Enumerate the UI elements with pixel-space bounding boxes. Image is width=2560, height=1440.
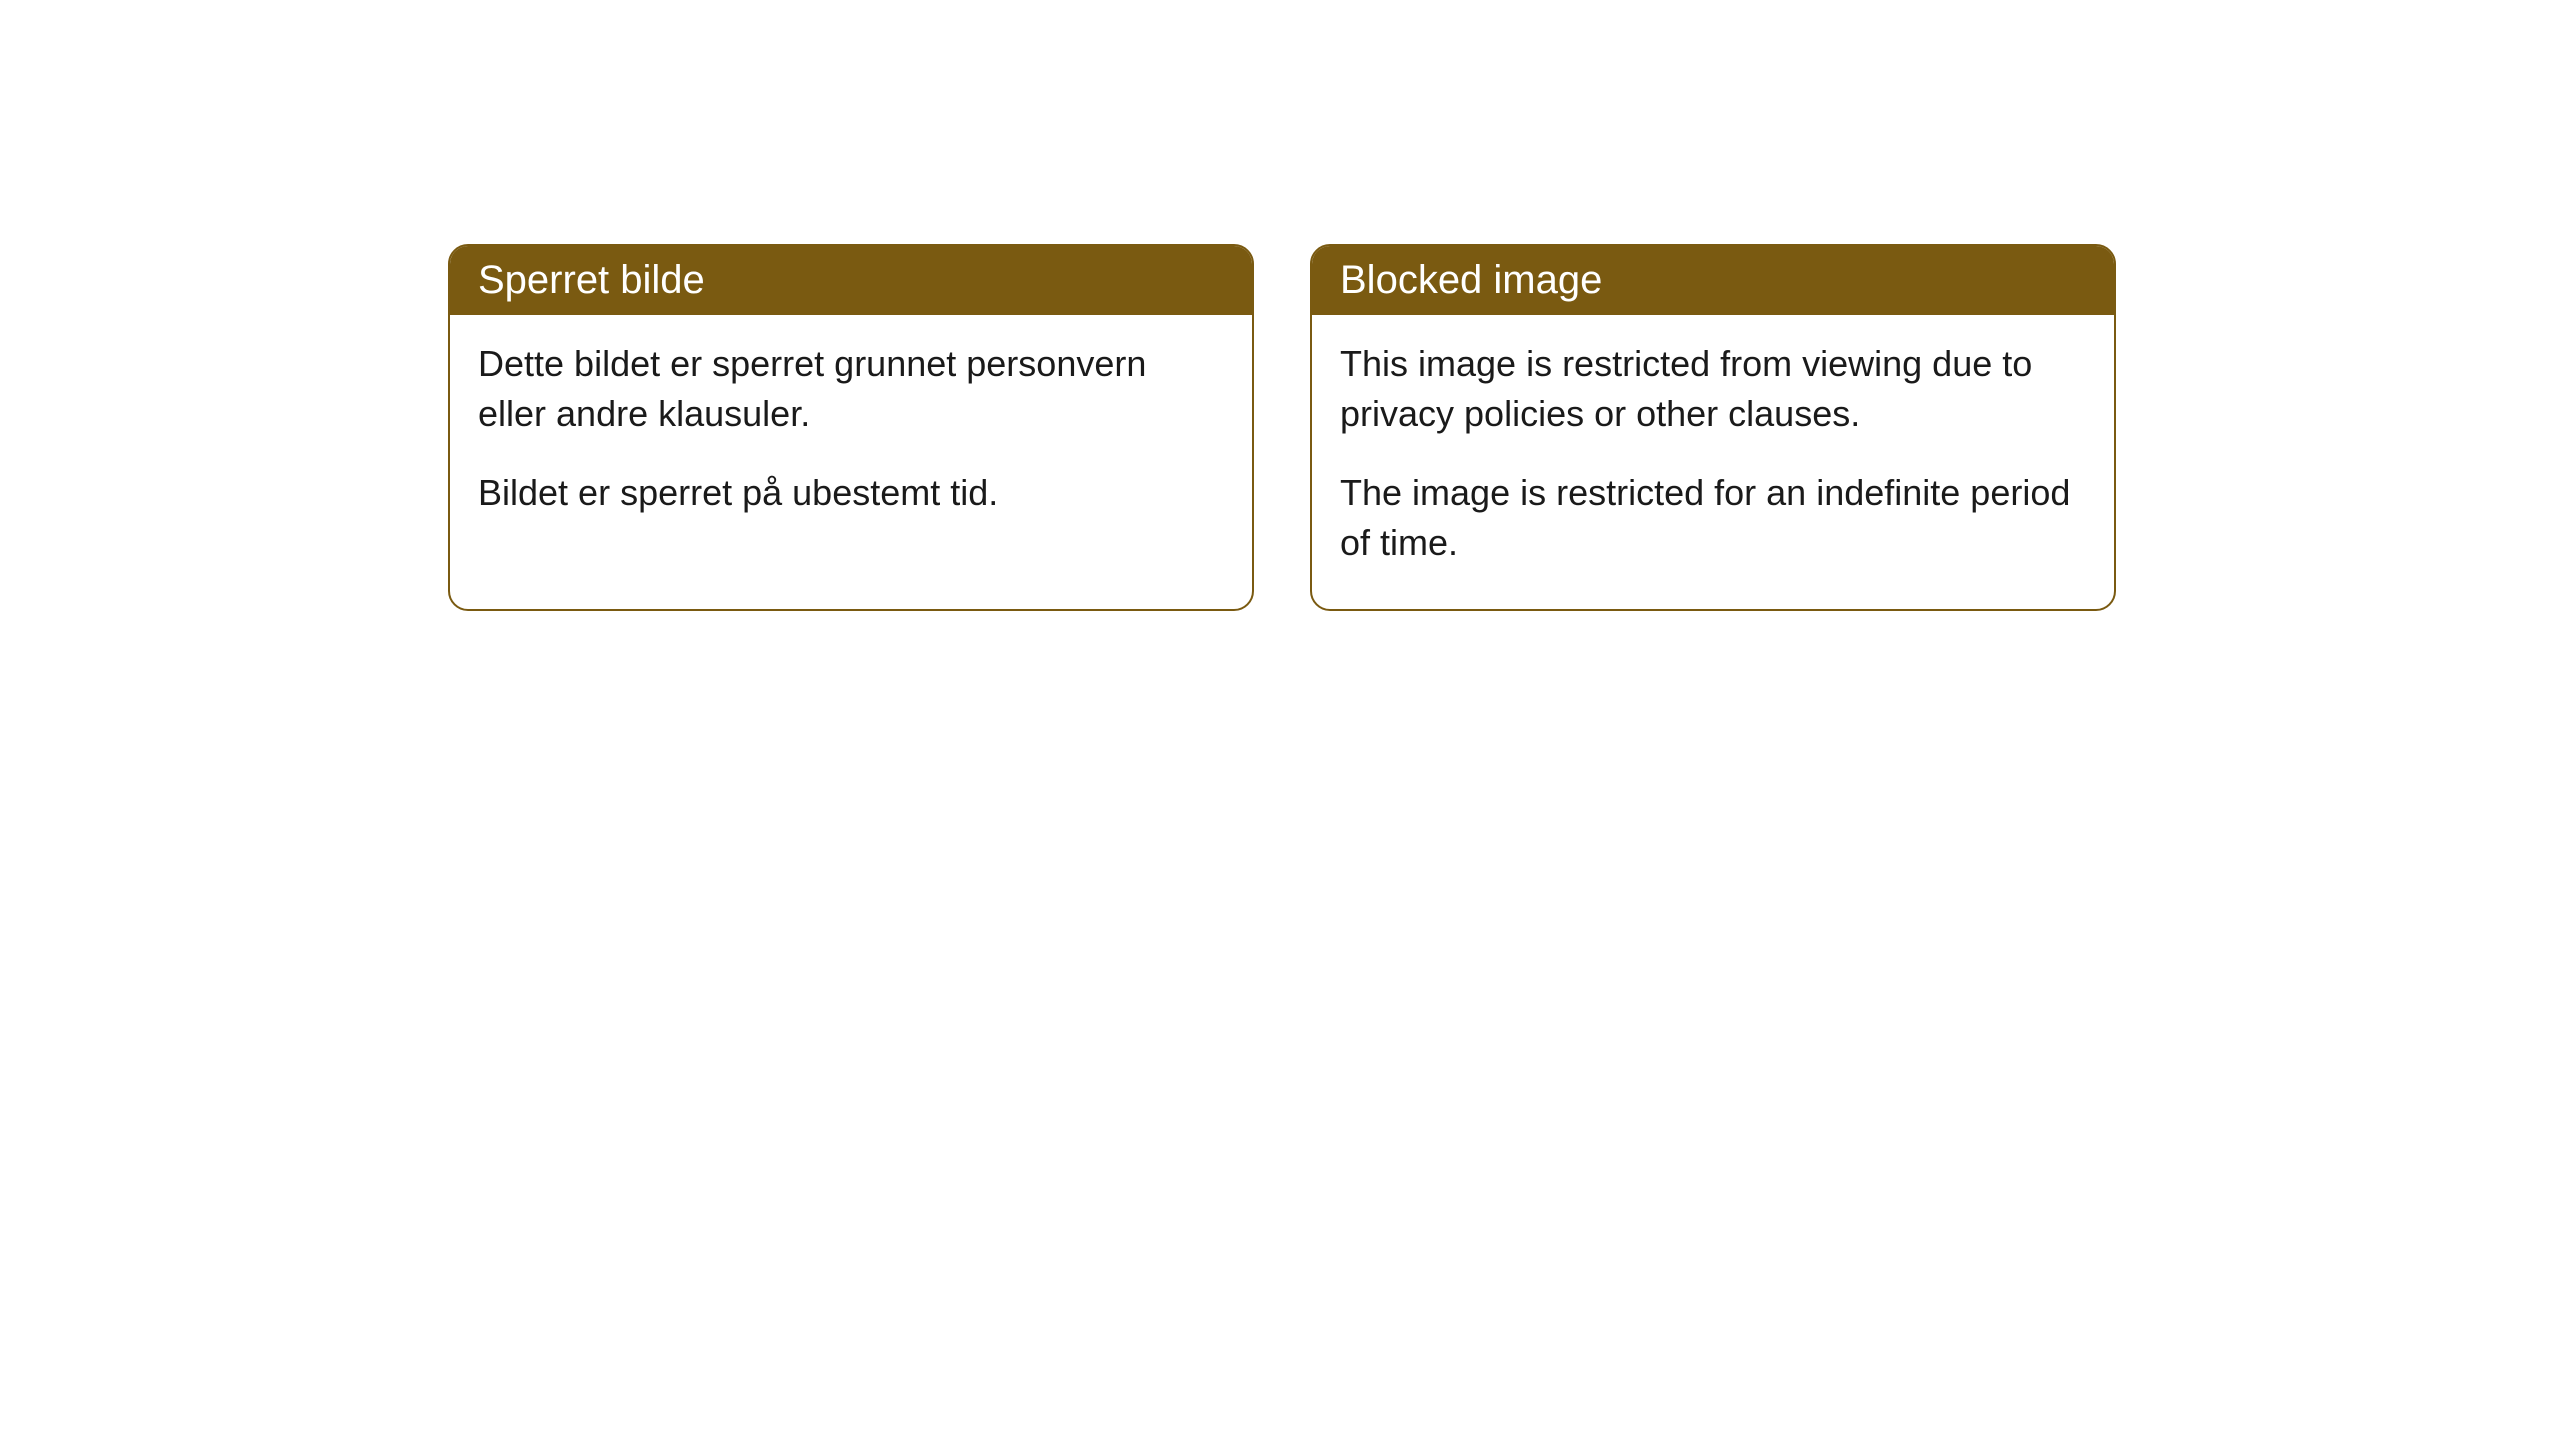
card-body-en: This image is restricted from viewing du…: [1312, 315, 2114, 609]
card-header-en: Blocked image: [1312, 246, 2114, 315]
card-paragraph: Dette bildet er sperret grunnet personve…: [478, 339, 1224, 440]
card-header-no: Sperret bilde: [450, 246, 1252, 315]
card-paragraph: The image is restricted for an indefinit…: [1340, 468, 2086, 569]
card-body-no: Dette bildet er sperret grunnet personve…: [450, 315, 1252, 558]
notice-cards-container: Sperret bilde Dette bildet er sperret gr…: [448, 244, 2116, 611]
card-paragraph: This image is restricted from viewing du…: [1340, 339, 2086, 440]
card-paragraph: Bildet er sperret på ubestemt tid.: [478, 468, 1224, 518]
blocked-image-card-no: Sperret bilde Dette bildet er sperret gr…: [448, 244, 1254, 611]
blocked-image-card-en: Blocked image This image is restricted f…: [1310, 244, 2116, 611]
